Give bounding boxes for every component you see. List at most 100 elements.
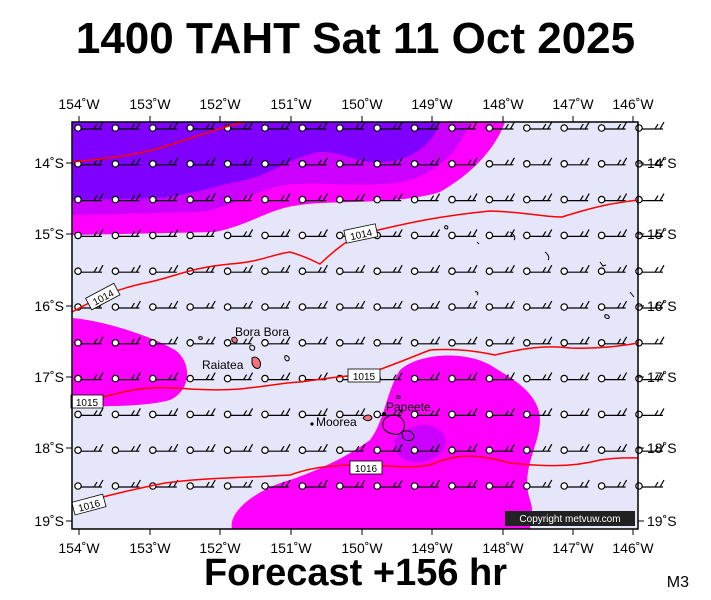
- wind-barb-station: [223, 303, 232, 311]
- wind-barb: [223, 229, 254, 240]
- wind-barb: [74, 479, 104, 490]
- wind-barb-station: [149, 267, 157, 276]
- wind-barb-shaft: [230, 479, 254, 488]
- wind-barb-station: [186, 446, 195, 455]
- wind-barb: [373, 121, 403, 132]
- wind-barb-shaft: [81, 229, 104, 237]
- wind-barb: [298, 121, 328, 132]
- wind-barb-station: [597, 303, 606, 311]
- wind-barb-shaft: [380, 479, 403, 488]
- wind-barb-shaft: [268, 408, 291, 416]
- wind-barb-station: [298, 482, 307, 490]
- wind-barb-shaft: [642, 336, 665, 345]
- wind-barb: [448, 229, 478, 240]
- wind-barb-station: [635, 267, 643, 276]
- wind-barb-shaft: [193, 157, 216, 166]
- wind-barb-station: [485, 446, 494, 455]
- lat-label-right-19: 19˚S: [647, 513, 677, 529]
- wind-barb: [223, 336, 254, 347]
- lon-label-bottom-151: 151˚W: [270, 540, 312, 556]
- wind-barb-shaft: [118, 336, 141, 345]
- axis-labels: 154˚W 153˚W 152˚W 151˚W 150˚W 149˚W 148˚…: [34, 96, 676, 556]
- wind-barb: [223, 372, 254, 383]
- wind-barb-station: [410, 374, 419, 383]
- wind-barb: [635, 479, 665, 490]
- lon-label-bottom-146: 146˚W: [612, 540, 654, 556]
- wind-barb-shaft: [417, 157, 441, 166]
- atoll-3: [476, 241, 480, 245]
- wind-barb-shaft: [118, 408, 141, 416]
- wind-barb-shaft: [529, 264, 553, 273]
- wind-barb: [111, 372, 141, 383]
- wind-barb: [335, 336, 366, 347]
- wind-barb: [111, 336, 141, 347]
- wind-barb: [261, 264, 291, 276]
- wind-barb-shaft: [380, 336, 403, 345]
- wind-barb: [298, 193, 328, 204]
- wind-barb-station: [186, 338, 195, 347]
- wind-barb-shaft: [567, 300, 590, 309]
- wind-barb-station: [410, 160, 419, 168]
- wind-barb-station: [522, 303, 531, 311]
- wind-barb: [223, 443, 254, 455]
- wind-barb: [522, 264, 553, 276]
- wind-barb-station: [597, 160, 606, 168]
- wind-barb-shaft: [155, 229, 179, 237]
- wind-barb: [74, 121, 104, 132]
- wind-barb: [410, 300, 441, 311]
- wind-barb-shaft: [455, 121, 478, 130]
- lon-label-top-150: 150˚W: [341, 96, 383, 112]
- wind-barb: [149, 229, 179, 240]
- lon-label-bottom-153: 153˚W: [129, 540, 171, 556]
- wind-barb-shaft: [567, 229, 590, 237]
- wind-barb: [448, 479, 478, 490]
- wind-barb-shaft: [305, 121, 328, 130]
- wind-barb-station: [149, 195, 157, 204]
- wind-barb: [597, 157, 628, 168]
- wind-barb-station: [635, 303, 643, 311]
- wind-barb: [522, 372, 553, 383]
- wind-barb-station: [261, 195, 269, 204]
- wind-barb: [448, 408, 478, 419]
- wind-barb-station: [522, 160, 531, 168]
- wind-barb-station: [485, 267, 494, 276]
- wind-barb-station: [373, 195, 382, 204]
- wind-barb-shaft: [642, 264, 665, 273]
- wind-barb: [410, 157, 441, 168]
- wind-barb-station: [111, 482, 120, 490]
- wind-barb: [186, 264, 216, 276]
- wind-barb: [186, 229, 216, 240]
- wind-barb-shaft: [155, 443, 179, 452]
- wind-barb-shaft: [81, 121, 104, 130]
- wind-barb-shaft: [342, 408, 366, 416]
- wind-barb-station: [485, 124, 494, 132]
- wind-barb-station: [335, 303, 344, 311]
- wind-barb: [635, 193, 665, 204]
- wind-barb-shaft: [342, 443, 366, 452]
- wind-barb: [223, 264, 254, 276]
- wind-barb: [373, 300, 403, 311]
- wind-barb-shaft: [118, 300, 141, 309]
- wind-barb: [560, 408, 590, 419]
- wind-barb: [522, 157, 553, 168]
- wind-barb-shaft: [230, 336, 254, 345]
- wind-barb-shaft: [492, 157, 515, 166]
- wind-barb: [335, 157, 366, 168]
- wind-barb-station: [74, 446, 82, 455]
- wind-barb-station: [522, 231, 531, 240]
- wind-barb-station: [522, 374, 531, 383]
- wind-barb-shaft: [342, 157, 366, 166]
- wind-barb-station: [485, 195, 494, 204]
- wind-barb-station: [635, 410, 643, 419]
- wind-barb: [335, 264, 366, 276]
- wind-barb-station: [373, 446, 382, 455]
- wind-barb-shaft: [642, 372, 665, 381]
- wind-barb-shaft: [417, 229, 441, 237]
- isobar-1016: [72, 455, 638, 506]
- lon-label-top-154: 154˚W: [58, 96, 100, 112]
- wind-barb: [522, 121, 553, 132]
- wind-barb: [223, 157, 254, 168]
- wind-barb-shaft: [118, 479, 141, 488]
- wind-barb-shaft: [230, 264, 254, 273]
- wind-barb: [111, 264, 141, 276]
